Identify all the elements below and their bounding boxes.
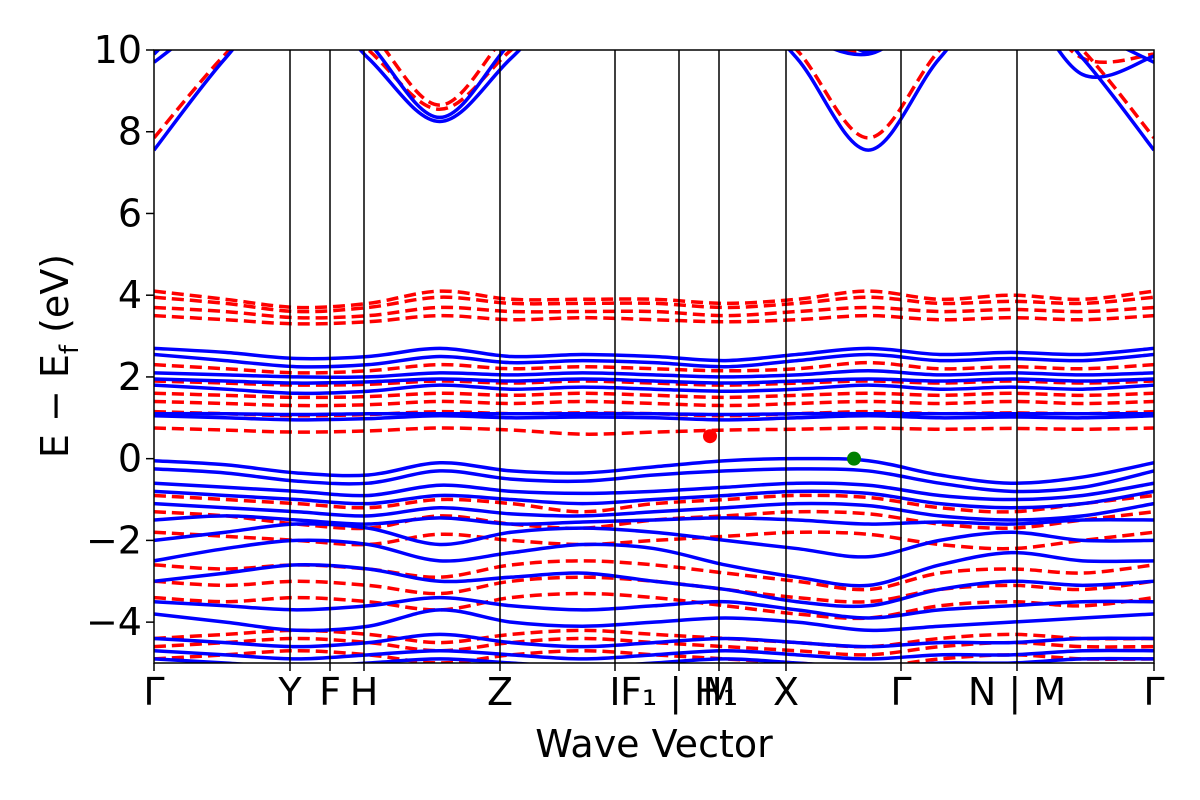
band-line [154, 509, 1154, 531]
plot-frame [153, 49, 1155, 664]
y-tick-label: 2 [118, 355, 142, 399]
x-tick-label: F₁ | H₁ [620, 670, 738, 715]
y-tick-label: 0 [118, 437, 142, 481]
band-line [154, 563, 1154, 609]
x-axis-ticks: Γ Y F H Z I F₁ | H₁M X Γ N | M Γ [143, 663, 1165, 715]
y-tick-label: 10 [94, 28, 142, 72]
y-tick-label: −2 [86, 518, 142, 562]
y-tick-label: 8 [118, 110, 142, 154]
x-tick-label: X [773, 670, 799, 714]
band-line [154, 489, 1154, 510]
y-axis-title-main: E − E [33, 354, 77, 458]
band-line [154, 514, 1154, 526]
band-line [154, 50, 1154, 152]
band-line [154, 289, 1154, 310]
band-edge-marker [847, 451, 861, 466]
band-line [154, 591, 1154, 621]
y-tick-label: 6 [118, 191, 142, 235]
y-axis-title-subscript: f [55, 344, 85, 354]
band-line [154, 632, 1154, 649]
y-axis-ticks: −4 −2 0 2 4 6 8 10 [86, 28, 154, 644]
band-line [154, 467, 1154, 494]
band-line [154, 595, 1154, 620]
band-line [154, 346, 1154, 363]
band-line [154, 575, 1154, 604]
x-tick-label: Γ [890, 670, 911, 714]
band-line [154, 50, 1154, 140]
bands-layer [154, 50, 1154, 663]
y-tick-label: 4 [118, 273, 142, 317]
band-line [154, 50, 1154, 120]
x-axis-title: Wave Vector [535, 722, 773, 766]
band-line [154, 493, 1154, 514]
x-tick-label: Γ [143, 670, 164, 714]
x-tick-label: N | M [968, 670, 1066, 715]
band-line [154, 414, 1154, 422]
band-line [154, 411, 1154, 417]
kpoint-separator-lines [289, 50, 1018, 663]
band-line [154, 377, 1154, 385]
band-line [154, 352, 1154, 369]
x-tick-label: Z [487, 670, 513, 714]
y-axis-title: E − Ef (eV) [33, 254, 85, 458]
band-line [154, 369, 1154, 380]
band-line [154, 522, 1154, 559]
band-line [154, 313, 1154, 326]
band-edge-marker [703, 429, 717, 444]
markers-layer [703, 429, 861, 466]
y-tick-label: −4 [86, 600, 142, 644]
band-line [154, 360, 1154, 375]
band-line [154, 456, 1154, 485]
band-line [154, 501, 1154, 522]
series-dashed-red [154, 50, 1154, 663]
x-tick-label: M [703, 670, 736, 714]
x-tick-label: Y [277, 670, 302, 714]
band-line [154, 50, 1154, 107]
band-line [154, 481, 1154, 502]
band-line [154, 379, 1154, 387]
band-line [154, 426, 1154, 436]
x-tick-label: F [319, 670, 341, 714]
band-line [154, 648, 1154, 661]
series-solid-blue [154, 50, 1154, 663]
band-line [154, 608, 1154, 633]
band-line [154, 383, 1154, 396]
band-line [154, 399, 1154, 408]
band-line [154, 50, 1154, 79]
band-line [154, 538, 1154, 588]
x-tick-label: H [350, 670, 379, 714]
band-line [154, 305, 1154, 320]
x-tick-label: Γ [1143, 670, 1164, 714]
y-axis-title-unit: (eV) [33, 254, 77, 345]
band-line [154, 295, 1154, 314]
x-tick-label: I [609, 670, 620, 714]
band-line [154, 391, 1154, 400]
